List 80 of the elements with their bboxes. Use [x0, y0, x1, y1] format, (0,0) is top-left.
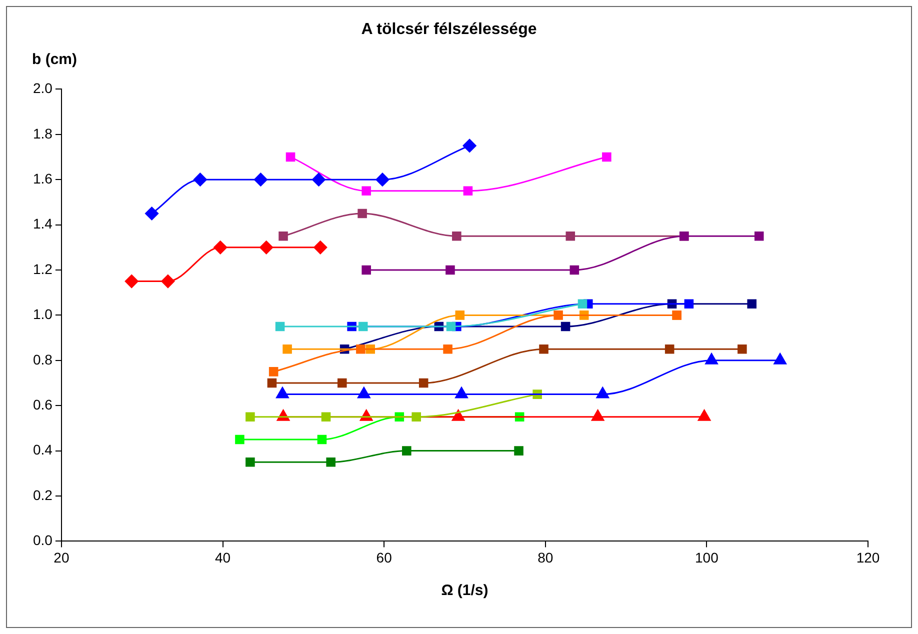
- point: [602, 152, 612, 162]
- point: [774, 353, 786, 364]
- point: [362, 186, 371, 196]
- point: [455, 387, 468, 398]
- point: [145, 206, 159, 220]
- point: [246, 457, 255, 467]
- x-tick-label: 40: [214, 549, 231, 566]
- point: [591, 410, 604, 421]
- point: [747, 299, 756, 309]
- point: [402, 446, 412, 456]
- point: [463, 186, 473, 196]
- point: [684, 299, 694, 309]
- point: [193, 172, 207, 186]
- y-tick-label: 1.4: [32, 216, 53, 232]
- point: [282, 344, 292, 354]
- point: [317, 434, 327, 444]
- y-tick-label: 1.8: [32, 125, 53, 142]
- point: [705, 353, 718, 364]
- x-tick-label: 60: [376, 549, 392, 566]
- point: [446, 322, 456, 332]
- y-tick-label: 0.2: [32, 486, 53, 503]
- y-tick-label: 1.2: [32, 260, 53, 277]
- point: [566, 231, 576, 241]
- point: [596, 387, 610, 398]
- point: [260, 240, 274, 254]
- y-tick-label: 1.0: [32, 306, 53, 322]
- point: [246, 412, 255, 422]
- point: [267, 378, 277, 388]
- x-tick-label: 20: [54, 549, 70, 566]
- point: [664, 344, 674, 354]
- point: [570, 265, 580, 275]
- y-tick-label: 0.6: [32, 396, 53, 412]
- y-tick-label: 0.4: [32, 442, 53, 458]
- point: [754, 231, 764, 241]
- point: [356, 344, 366, 354]
- point: [358, 208, 367, 218]
- y-tick-label: 0.8: [32, 351, 53, 368]
- x-axis-title: Ω (1/s): [441, 582, 488, 600]
- point: [275, 322, 285, 332]
- point: [539, 344, 548, 354]
- point: [514, 446, 524, 456]
- point: [278, 231, 288, 241]
- point: [578, 299, 588, 309]
- point: [412, 412, 421, 422]
- point: [338, 378, 347, 388]
- y-tick-label: 1.6: [32, 170, 53, 186]
- x-tick-label: 100: [695, 549, 719, 566]
- point: [124, 274, 138, 288]
- y-axis-title: b (cm): [32, 51, 78, 68]
- point: [455, 310, 465, 320]
- point: [358, 322, 368, 332]
- point: [452, 410, 465, 421]
- point: [554, 310, 563, 320]
- point: [376, 172, 390, 186]
- point: [738, 344, 747, 354]
- point: [314, 240, 328, 254]
- point: [698, 410, 711, 421]
- point: [214, 240, 228, 254]
- point: [452, 231, 462, 241]
- chart-title: A tölcsér félszélessége: [361, 21, 537, 38]
- point: [418, 378, 428, 388]
- point: [276, 387, 289, 398]
- point: [235, 434, 244, 444]
- point: [268, 367, 278, 376]
- point: [161, 274, 175, 288]
- point: [254, 172, 268, 186]
- point: [312, 172, 326, 186]
- y-tick-label: 2.0: [32, 80, 53, 96]
- point: [326, 457, 336, 467]
- point: [286, 152, 296, 162]
- point: [321, 412, 331, 422]
- point: [446, 265, 455, 275]
- point: [443, 344, 452, 354]
- x-tick-label: 120: [856, 549, 880, 566]
- point: [362, 265, 371, 275]
- x-tick-label: 80: [538, 549, 554, 566]
- y-tick-label: 0.0: [32, 532, 53, 548]
- point: [358, 387, 370, 398]
- point: [462, 138, 476, 152]
- point: [560, 322, 570, 332]
